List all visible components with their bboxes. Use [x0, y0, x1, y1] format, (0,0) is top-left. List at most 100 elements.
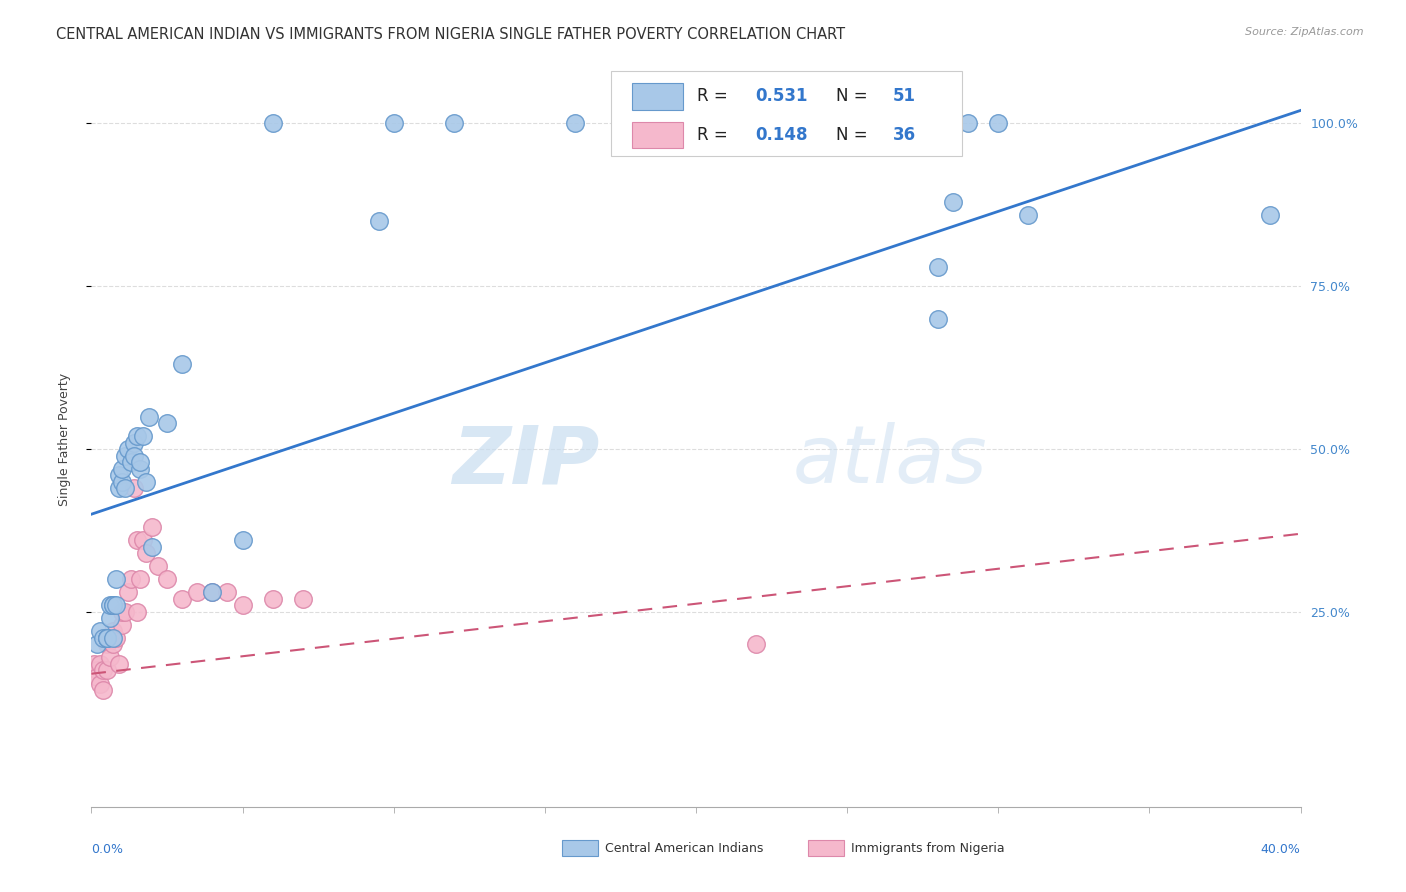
- Point: [111, 618, 132, 632]
- Point: [83, 657, 105, 671]
- Point: [201, 585, 224, 599]
- Point: [186, 585, 208, 599]
- Point: [172, 591, 194, 606]
- Point: [217, 585, 239, 599]
- FancyBboxPatch shape: [612, 71, 962, 156]
- Point: [107, 481, 129, 495]
- Point: [96, 664, 118, 678]
- Text: 0.0%: 0.0%: [91, 843, 124, 856]
- Point: [382, 116, 405, 130]
- Point: [156, 572, 179, 586]
- Point: [262, 116, 284, 130]
- Y-axis label: Single Father Poverty: Single Father Poverty: [58, 373, 70, 506]
- Point: [120, 572, 142, 586]
- Point: [114, 449, 136, 463]
- Point: [132, 429, 155, 443]
- Point: [132, 533, 155, 548]
- Point: [101, 599, 124, 613]
- Point: [101, 624, 124, 639]
- Text: R =: R =: [697, 126, 733, 144]
- Point: [172, 358, 194, 372]
- Point: [141, 540, 163, 554]
- Point: [114, 481, 136, 495]
- Point: [104, 572, 127, 586]
- Text: 0.148: 0.148: [755, 126, 807, 144]
- Point: [897, 116, 920, 130]
- Text: atlas: atlas: [793, 423, 987, 500]
- Point: [942, 194, 965, 209]
- Text: Immigrants from Nigeria: Immigrants from Nigeria: [851, 842, 1004, 855]
- Point: [443, 116, 465, 130]
- Point: [93, 631, 115, 645]
- Point: [138, 409, 160, 424]
- Point: [89, 676, 111, 690]
- Point: [101, 631, 124, 645]
- Point: [156, 416, 179, 430]
- Text: Source: ZipAtlas.com: Source: ZipAtlas.com: [1246, 27, 1364, 37]
- Point: [104, 599, 127, 613]
- Point: [93, 683, 115, 698]
- Point: [93, 664, 115, 678]
- Point: [86, 670, 108, 684]
- Point: [201, 585, 224, 599]
- Point: [96, 631, 118, 645]
- Point: [101, 637, 124, 651]
- Point: [128, 461, 150, 475]
- FancyBboxPatch shape: [631, 83, 683, 110]
- Point: [117, 442, 139, 456]
- Point: [141, 520, 163, 534]
- Point: [122, 481, 145, 495]
- Point: [120, 455, 142, 469]
- Text: N =: N =: [837, 87, 873, 105]
- Point: [231, 533, 253, 548]
- Text: 51: 51: [893, 87, 917, 105]
- Point: [111, 461, 132, 475]
- Point: [89, 624, 111, 639]
- Point: [146, 559, 169, 574]
- Point: [101, 599, 124, 613]
- Point: [114, 605, 136, 619]
- Point: [745, 637, 768, 651]
- Point: [135, 546, 157, 560]
- Point: [956, 116, 979, 130]
- Text: 40.0%: 40.0%: [1261, 843, 1301, 856]
- Text: N =: N =: [837, 126, 873, 144]
- Point: [111, 605, 132, 619]
- Point: [96, 637, 118, 651]
- Text: CENTRAL AMERICAN INDIAN VS IMMIGRANTS FROM NIGERIA SINGLE FATHER POVERTY CORRELA: CENTRAL AMERICAN INDIAN VS IMMIGRANTS FR…: [56, 27, 845, 42]
- Point: [122, 435, 145, 450]
- Point: [897, 116, 920, 130]
- Point: [292, 591, 315, 606]
- Point: [98, 599, 121, 613]
- Point: [96, 631, 118, 645]
- Point: [125, 605, 148, 619]
- Point: [86, 637, 108, 651]
- Point: [125, 533, 148, 548]
- Point: [262, 591, 284, 606]
- Point: [897, 116, 920, 130]
- Point: [96, 631, 118, 645]
- Point: [745, 116, 768, 130]
- Point: [98, 650, 121, 665]
- Point: [125, 429, 148, 443]
- Point: [927, 260, 949, 274]
- Point: [98, 611, 121, 625]
- Point: [367, 214, 389, 228]
- Point: [1260, 208, 1282, 222]
- Text: R =: R =: [697, 87, 733, 105]
- FancyBboxPatch shape: [631, 121, 683, 148]
- Point: [122, 449, 145, 463]
- Point: [1018, 208, 1040, 222]
- Point: [128, 572, 150, 586]
- Point: [111, 475, 132, 489]
- Text: 0.531: 0.531: [755, 87, 807, 105]
- Point: [107, 468, 129, 483]
- Point: [117, 585, 139, 599]
- Text: Central American Indians: Central American Indians: [605, 842, 763, 855]
- Point: [107, 657, 129, 671]
- Point: [897, 116, 920, 130]
- Point: [564, 116, 586, 130]
- Point: [89, 657, 111, 671]
- Point: [104, 631, 127, 645]
- Point: [231, 599, 253, 613]
